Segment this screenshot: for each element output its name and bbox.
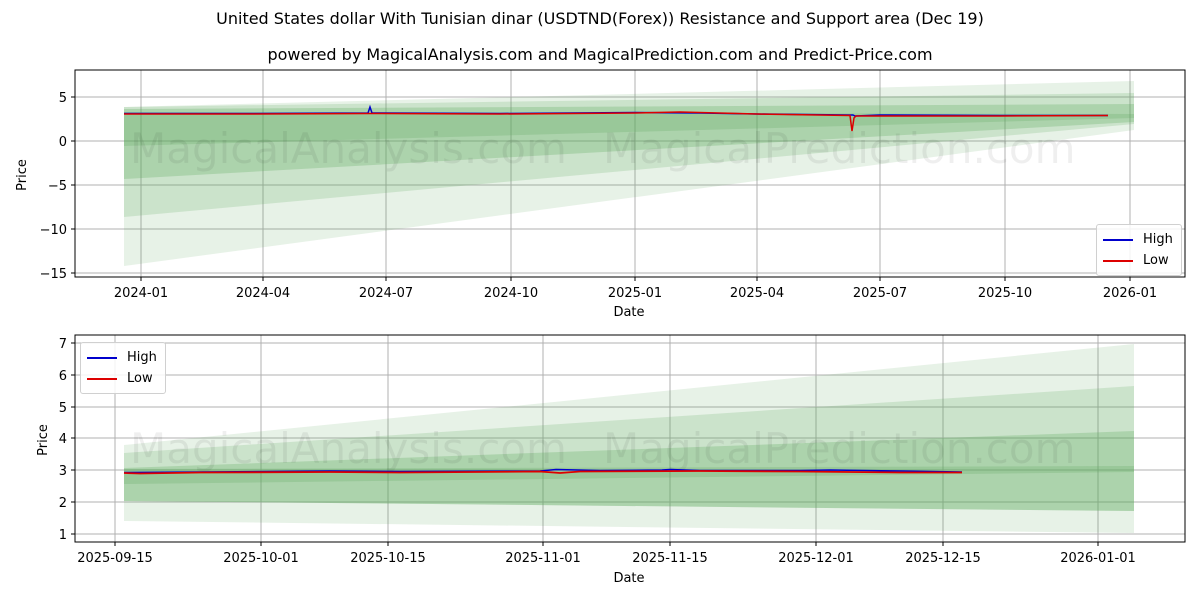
- top-x-tick-labels: 2024-01 2024-04 2024-07 2024-10 2025-01 …: [114, 286, 1157, 301]
- top-chart: MagicalAnalysis.com MagicalPrediction.co…: [15, 69, 1186, 320]
- svg-text:4: 4: [59, 432, 67, 447]
- svg-text:−5: −5: [48, 179, 67, 194]
- svg-text:2025-11-15: 2025-11-15: [632, 551, 708, 566]
- top-legend: High Low: [1096, 224, 1182, 276]
- watermark-magicalprediction: MagicalPrediction.com: [603, 124, 1076, 173]
- svg-text:3: 3: [59, 464, 67, 479]
- svg-text:1: 1: [59, 528, 67, 543]
- svg-text:5: 5: [59, 91, 67, 106]
- low-line-swatch-icon: [87, 377, 117, 380]
- svg-text:2025-07: 2025-07: [853, 286, 907, 301]
- top-y-axis-label: Price: [15, 159, 30, 191]
- top-axes-frame: [74, 69, 1186, 278]
- bottom-y-tick-labels: 7 6 5 4 3 2 1: [59, 337, 67, 543]
- svg-text:2024-07: 2024-07: [359, 286, 413, 301]
- bottom-legend: High Low: [80, 342, 166, 394]
- top-grid: [75, 70, 1185, 277]
- svg-text:2026-01: 2026-01: [1103, 286, 1157, 301]
- top-y-tick-labels: 5 0 −5 −10 −15: [40, 91, 67, 282]
- watermark-magicalanalysis-bottom: MagicalAnalysis.com: [130, 424, 567, 473]
- svg-text:2025-09-15: 2025-09-15: [77, 551, 153, 566]
- bottom-chart: MagicalAnalysis.com MagicalPrediction.co…: [36, 334, 1186, 586]
- svg-text:5: 5: [59, 401, 67, 416]
- bottom-x-axis-label: Date: [613, 571, 644, 586]
- bottom-support-resistance-bands: [124, 344, 1134, 533]
- legend-item-low: Low: [87, 368, 157, 389]
- svg-text:−15: −15: [40, 267, 67, 282]
- legend-item-high: High: [87, 347, 157, 368]
- svg-text:2025-10-15: 2025-10-15: [350, 551, 426, 566]
- svg-text:2: 2: [59, 496, 67, 511]
- chart-title: United States dollar With Tunisian dinar…: [216, 9, 984, 28]
- svg-text:2025-10-01: 2025-10-01: [223, 551, 299, 566]
- svg-text:2024-01: 2024-01: [114, 286, 168, 301]
- svg-text:−10: −10: [40, 223, 67, 238]
- watermark-magicalprediction-bottom: MagicalPrediction.com: [603, 424, 1076, 473]
- svg-text:2025-12-01: 2025-12-01: [778, 551, 854, 566]
- svg-text:2025-11-01: 2025-11-01: [505, 551, 581, 566]
- bottom-grid: [75, 335, 1185, 542]
- svg-text:0: 0: [59, 135, 67, 150]
- legend-item-high: High: [1103, 229, 1173, 250]
- svg-text:6: 6: [59, 369, 67, 384]
- bottom-y-axis-label: Price: [36, 424, 51, 456]
- svg-text:2024-10: 2024-10: [484, 286, 538, 301]
- top-low-line: [124, 111, 1109, 132]
- svg-text:7: 7: [59, 337, 67, 352]
- top-x-axis-label: Date: [613, 305, 644, 320]
- chart-subtitle: powered by MagicalAnalysis.com and Magic…: [267, 45, 933, 64]
- svg-text:2025-01: 2025-01: [608, 286, 662, 301]
- bottom-low-line: [123, 470, 962, 475]
- legend-item-low: Low: [1103, 250, 1173, 271]
- watermark-magicalanalysis: MagicalAnalysis.com: [130, 124, 567, 173]
- top-support-resistance-bands: [124, 81, 1134, 266]
- high-line-swatch-icon: [1103, 238, 1133, 241]
- svg-text:2026-01-01: 2026-01-01: [1060, 551, 1136, 566]
- bottom-x-tick-labels: 2025-09-15 2025-10-01 2025-10-15 2025-11…: [77, 551, 1136, 566]
- svg-text:2025-12-15: 2025-12-15: [905, 551, 981, 566]
- bottom-high-line: [123, 468, 963, 474]
- low-line-swatch-icon: [1103, 259, 1133, 262]
- svg-text:2024-04: 2024-04: [236, 286, 290, 301]
- high-line-swatch-icon: [87, 356, 117, 359]
- svg-text:2025-10: 2025-10: [978, 286, 1032, 301]
- svg-text:2025-04: 2025-04: [730, 286, 784, 301]
